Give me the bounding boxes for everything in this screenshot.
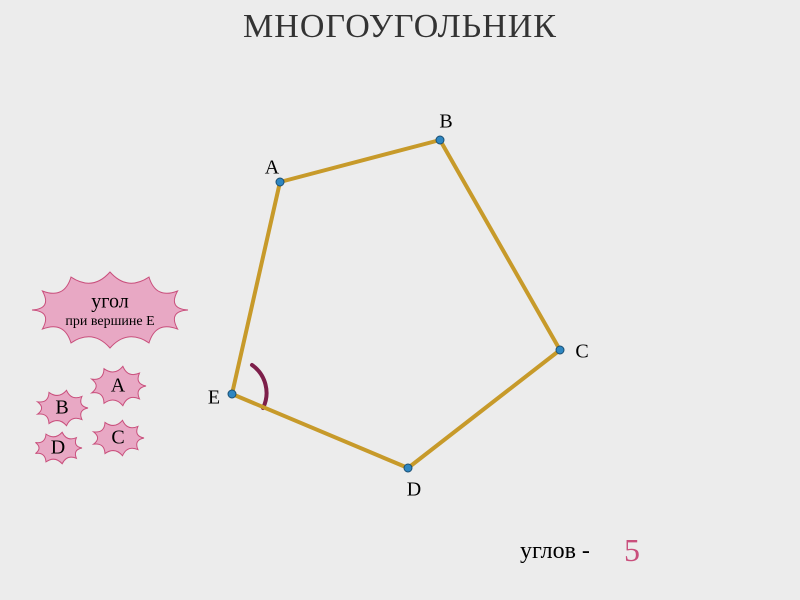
vertex-label-E: E [208, 387, 220, 410]
vertex-dot-C [556, 346, 564, 354]
cloud-small-label-A: A [111, 375, 125, 398]
vertex-dot-B [436, 136, 444, 144]
vertex-label-B: B [439, 111, 452, 134]
cloud-main-line2: при вершине Е [65, 314, 154, 330]
vertex-dot-E [228, 390, 236, 398]
footer-text: углов - [520, 538, 590, 565]
vertex-label-D: D [407, 479, 421, 502]
page-title: МНОГОУГОЛЬНИК [0, 8, 800, 46]
cloud-main-line1: угол [91, 291, 128, 314]
footer-number: 5 [624, 532, 640, 569]
cloud-small-label-B: B [55, 397, 68, 420]
diagram-stage: МНОГОУГОЛЬНИК A B C D Eуголпри вершине Е A B C D… [0, 0, 800, 600]
vertex-label-C: C [575, 341, 588, 364]
cloud-small-label-D: D [51, 437, 65, 460]
vertex-dot-D [404, 464, 412, 472]
pentagon [232, 140, 560, 468]
cloud-small-label-C: C [111, 427, 124, 450]
vertex-label-A: A [265, 157, 279, 180]
